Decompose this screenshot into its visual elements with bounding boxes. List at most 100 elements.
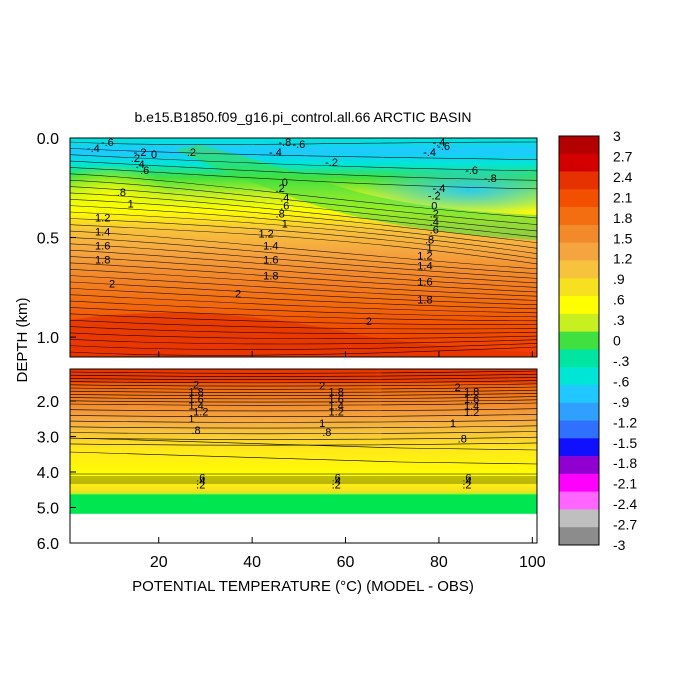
colorbar-label: -.3 — [613, 353, 630, 369]
contour-line — [70, 262, 537, 293]
colorbar-swatch — [559, 224, 599, 243]
contour-label: 1.6 — [329, 394, 344, 406]
contour-line — [70, 396, 537, 400]
colorbar-label: -2.4 — [613, 496, 637, 512]
contour-label: 0 — [151, 149, 157, 161]
contour-line — [70, 338, 537, 345]
contour-label: 1.4 — [464, 401, 479, 413]
contour-line — [70, 436, 537, 440]
contour-line — [70, 218, 537, 260]
contour-label: 1.6 — [263, 254, 278, 266]
contour-line — [70, 167, 537, 190]
colorbar-swatch — [559, 349, 599, 368]
contour-label: 1.4 — [329, 401, 344, 413]
contour-label: 1.8 — [329, 386, 344, 398]
lower-panel: 21.81.61.41.21.82 1.81.61.41.21.82 1.81.61… — [69, 368, 538, 544]
colorbar-label: 2.7 — [613, 148, 633, 164]
contour-line — [70, 211, 537, 254]
colorbar-swatch — [559, 402, 599, 421]
colorbar-swatch — [559, 260, 599, 279]
contour-line — [70, 346, 537, 356]
upper-red-deep — [70, 312, 537, 357]
contour-label: 1.2 — [464, 407, 479, 419]
contour-label: .6 — [332, 472, 341, 484]
colorbar-frame — [558, 135, 600, 546]
contour-label: 1.4 — [188, 401, 203, 413]
contour-label: -.4 — [423, 147, 436, 159]
lower-contour-labels: 21.81.61.41.21.82 1.81.61.41.21.82 1.81.61… — [188, 379, 479, 491]
colorbar-swatch — [559, 456, 599, 475]
colorbar-label: -.6 — [613, 373, 630, 389]
x-tick-label: 20 — [150, 554, 168, 571]
contour-line — [70, 402, 537, 406]
contour-label: 1.8 — [188, 386, 203, 398]
contour-line — [70, 249, 537, 284]
contour-line — [70, 383, 537, 387]
contour-label: 1 — [188, 413, 194, 425]
contour-line — [70, 281, 537, 305]
contour-label: 1 — [128, 199, 134, 211]
contour-line — [70, 326, 537, 334]
colorbar-swatch — [559, 189, 599, 208]
contour-label: 1.4 — [263, 241, 278, 253]
colorbar-label: -2.1 — [613, 476, 637, 492]
contour-label: -.4 — [433, 137, 446, 149]
y-axis-ticks: 0.0 0.5 1.0 2.0 3.0 4.0 5.0 6.0 — [37, 131, 76, 553]
contour-label: -.2 — [428, 191, 441, 203]
contour-line — [70, 393, 537, 396]
contour-line — [70, 419, 537, 423]
contour-line — [70, 343, 537, 350]
contour-label: .2 — [430, 209, 439, 221]
colorbar-label: -.9 — [613, 394, 630, 410]
colorbar-swatch — [559, 296, 599, 315]
colorbar-label: 1.8 — [613, 210, 633, 226]
x-tick-label: 60 — [337, 554, 355, 571]
colorbar-label: 2.1 — [613, 189, 633, 205]
lower-panel-frame — [69, 368, 538, 544]
contour-line — [70, 451, 537, 465]
y-tick-label: 2.0 — [37, 394, 59, 411]
contour-line — [70, 186, 537, 232]
contour-label: .6 — [430, 225, 439, 237]
upper-panel: -.6-.4 -.8 -.6-.4-.2 0.2-.4-.6-.4-.2-.6-.8.… — [69, 137, 538, 358]
contour-label: 1.8 — [263, 270, 278, 282]
contour-label: -.6 — [437, 141, 450, 153]
contour-line — [70, 141, 537, 145]
contour-line — [70, 237, 537, 274]
contour-label: 1.2 — [95, 213, 110, 225]
colorbar-label: 3 — [613, 128, 621, 144]
y-tick-label: 5.0 — [37, 500, 59, 517]
contour-label: .8 — [191, 425, 200, 437]
contour-label: 0 — [282, 177, 288, 189]
contour-label: 1 — [282, 219, 288, 231]
contour-label: 1.2 — [193, 406, 208, 418]
contour-line — [70, 179, 537, 225]
contour-line — [70, 256, 537, 288]
contour-label: .4 — [280, 193, 289, 205]
contour-label: .4 — [196, 476, 205, 488]
upper-panel-frame — [69, 137, 538, 358]
contour-line — [70, 243, 537, 279]
contour-line — [70, 414, 537, 417]
contour-label: 1.4 — [417, 260, 432, 272]
contour-line — [70, 224, 537, 265]
chart-title: b.e15.B1850.f09_g16.pi_control.all.66 AR… — [135, 109, 472, 125]
contour-label: .8 — [117, 187, 126, 199]
colorbar-swatch — [559, 384, 599, 404]
colorbar-label: -1.8 — [613, 455, 637, 471]
contour-line — [70, 198, 537, 244]
contour-label: .4 — [135, 159, 144, 171]
contour-label: -.4 — [87, 143, 100, 155]
contour-line — [70, 425, 537, 429]
contour-label: .2 — [276, 183, 285, 195]
contour-label: 1.8 — [95, 254, 110, 266]
contour-label: .2 — [332, 479, 341, 491]
colorbar-swatch — [559, 136, 599, 155]
y-tick-label: 6.0 — [37, 536, 59, 553]
contour-label: -.8 — [484, 173, 497, 185]
colorbar-label: 1.2 — [613, 251, 633, 267]
contour-label: .2 — [131, 153, 140, 165]
contour-label: .2 — [196, 479, 205, 491]
contour-line — [70, 408, 537, 412]
contour-label: 2 — [109, 278, 115, 290]
